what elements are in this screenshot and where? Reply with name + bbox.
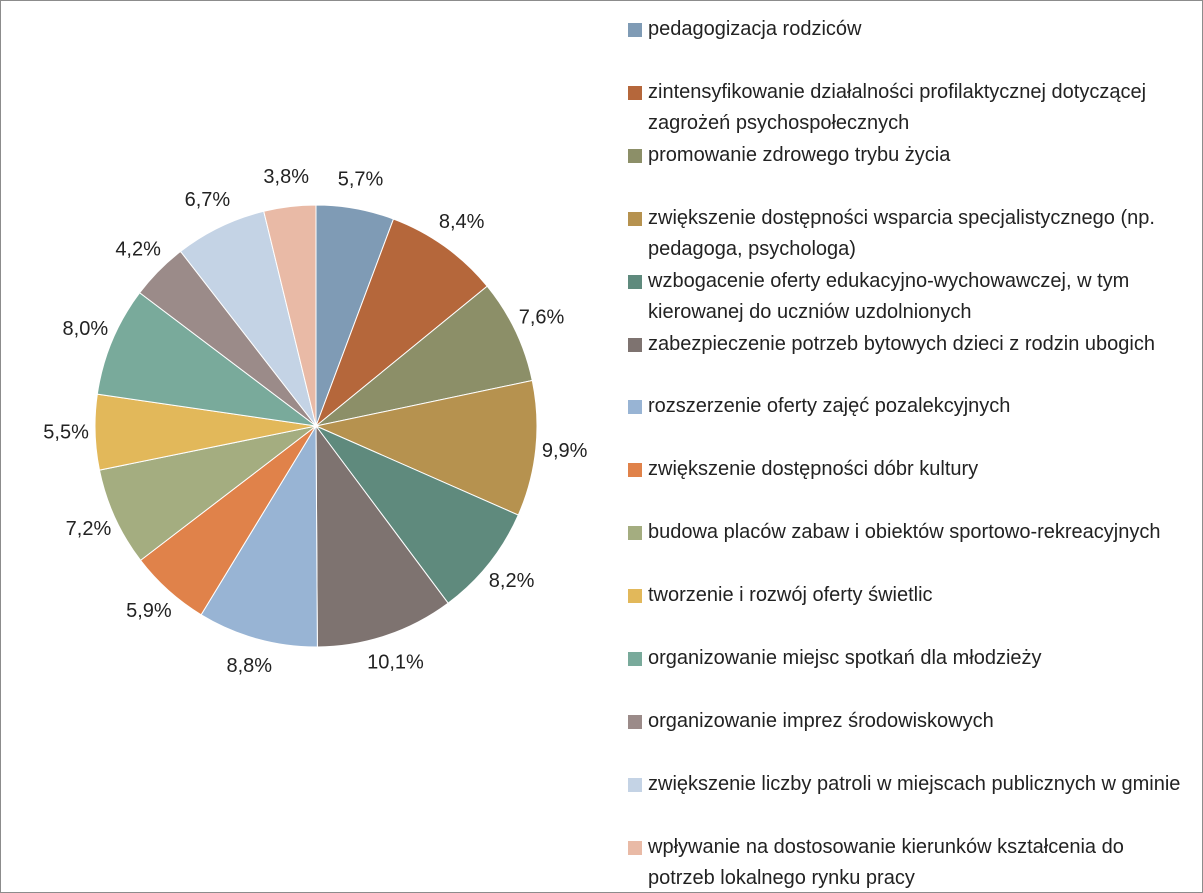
legend-swatch	[628, 274, 642, 289]
legend-label: zwiększenie liczby patroli w miejscach p…	[648, 772, 1181, 795]
data-label: 8,2%	[489, 570, 535, 592]
legend-label: promowanie zdrowego trybu życia	[648, 143, 951, 166]
legend-entry: zwiększenie liczby patroli w miejscach p…	[628, 769, 1193, 800]
legend-swatch	[628, 85, 642, 100]
pie-slice	[315, 424, 449, 648]
pie-slice	[314, 218, 488, 428]
legend-swatch	[628, 652, 642, 666]
legend-entry: wpływanie na dostosowanie kierunków kszt…	[628, 832, 1193, 892]
legend-entry: zwiększenie dostępności wsparcia specjal…	[628, 203, 1193, 265]
legend-swatch	[628, 714, 642, 729]
pie-area: 5,7% 8,4% 7,6% 9,9% 8,2% 10,1% 8,8% 5,9% 7,2% 5,5…	[43, 166, 588, 677]
pie-slice	[263, 204, 317, 427]
data-label: 4,2%	[115, 239, 161, 261]
data-label: 5,7%	[338, 168, 384, 190]
legend-label: rozszerzenie oferty zajęć pozalekcyjnych	[648, 395, 1011, 418]
pie-slice	[314, 424, 519, 604]
legend-swatch	[628, 840, 642, 855]
legend-entry: pedagogizacja rodziców	[628, 14, 1193, 45]
legend-entry: promowanie zdrowego trybu życia	[628, 140, 1193, 171]
pie-slice	[200, 424, 318, 648]
legend-label: budowa placów zabaw i obiektów sportowo-…	[648, 521, 1161, 544]
legend-entry: zintensyfikowanie działalności profilakt…	[628, 77, 1193, 139]
legend-swatch	[628, 23, 642, 37]
data-label: 8,4%	[439, 211, 485, 233]
legend-entry: zwiększenie dostępności dóbr kultury	[628, 454, 1193, 485]
legend-label: zwiększenie dostępności wsparcia specjal…	[648, 206, 1155, 260]
legend-label: organizowanie imprez środowiskowych	[648, 709, 994, 732]
legend-swatch	[628, 526, 642, 541]
legend-label: zintensyfikowanie działalności profilakt…	[648, 80, 1147, 134]
data-label: 5,5%	[43, 421, 89, 443]
data-label: 6,7%	[185, 189, 231, 211]
legend-swatch	[628, 400, 642, 415]
legend-entry: wzbogacenie oferty edukacyjno-wychowawcz…	[628, 266, 1193, 328]
data-label: 9,9%	[542, 440, 588, 462]
pie-slice	[96, 292, 317, 427]
legend-entry: organizowanie imprez środowiskowych	[628, 706, 1193, 737]
legend-entry: budowa placów zabaw i obiektów sportowo-…	[628, 517, 1193, 548]
legend-label: wzbogacenie oferty edukacyjno-wychowawcz…	[648, 269, 1130, 323]
data-label: 5,9%	[126, 600, 172, 622]
data-label: 10,1%	[367, 651, 424, 673]
pie-slice	[315, 285, 533, 427]
legend-swatch	[628, 463, 642, 478]
legend-entry: organizowanie miejsc spotkań dla młodzie…	[628, 643, 1193, 674]
legend-label: pedagogizacja rodziców	[648, 18, 862, 40]
legend-entry: tworzenie i rozwój oferty świetlic	[628, 580, 1193, 611]
data-label: 8,8%	[226, 655, 272, 677]
legend-label: zwiększenie dostępności dóbr kultury	[648, 458, 979, 481]
legend-swatch	[628, 337, 642, 352]
legend-label: organizowanie miejsc spotkań dla młodzie…	[648, 647, 1042, 669]
data-label: 7,6%	[519, 306, 565, 328]
legend-swatch	[628, 589, 642, 604]
legend-label: wpływanie na dostosowanie kierunków kszt…	[648, 835, 1124, 889]
legend-label: tworzenie i rozwój oferty świetlic	[648, 584, 933, 607]
legend-swatch	[628, 148, 642, 163]
legend-entry: rozszerzenie oferty zajęć pozalekcyjnych	[628, 391, 1193, 422]
legend-swatch	[628, 211, 642, 226]
legend-label: zabezpieczenie potrzeb bytowych dzieci z…	[648, 332, 1155, 355]
data-label: 8,0%	[63, 318, 109, 340]
legend-swatch	[628, 777, 642, 792]
data-label: 7,2%	[66, 518, 112, 540]
legend-entry: zabezpieczenie potrzeb bytowych dzieci z…	[628, 329, 1193, 360]
data-label: 3,8%	[263, 166, 309, 188]
pie-slice	[314, 379, 538, 516]
